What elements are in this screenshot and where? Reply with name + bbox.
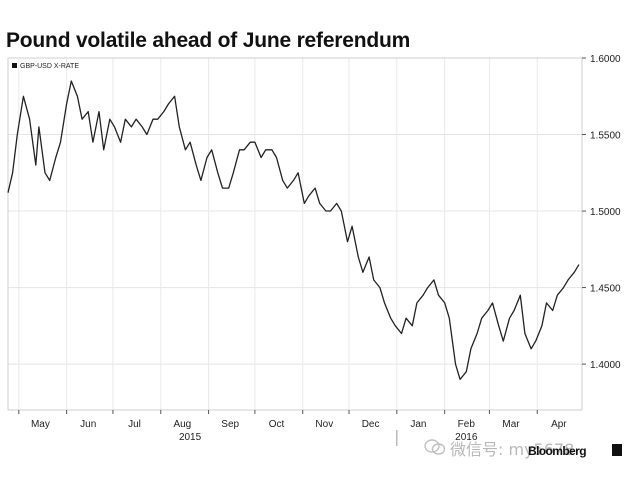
plot-frame xyxy=(7,57,583,411)
watermark-text: 微信号: my5678 xyxy=(450,440,575,459)
x-tick-label: Sep xyxy=(221,419,239,430)
x-tick-label: Aug xyxy=(173,419,191,430)
series-line xyxy=(7,80,580,381)
x-tick-label: Mar xyxy=(502,419,520,430)
chart-title: Pound volatile ahead of June referendum xyxy=(6,29,411,52)
x-tick-label: Jan xyxy=(410,419,426,430)
series-group xyxy=(7,80,580,381)
y-tick-label: 1.6000 xyxy=(590,54,621,65)
x-tick-label: Jun xyxy=(80,419,96,430)
year-label-2015: 2015 xyxy=(179,432,202,443)
wechat-icon xyxy=(424,439,446,455)
grid-lines xyxy=(8,57,582,410)
y-tick-label: 1.4500 xyxy=(590,284,621,295)
x-tick-label: Dec xyxy=(362,419,380,430)
y-tick-label: 1.4000 xyxy=(590,360,621,371)
legend-label: GBP-USD X-RATE xyxy=(20,63,79,70)
axes xyxy=(7,57,583,411)
legend: GBP-USD X-RATE xyxy=(12,63,79,70)
x-tick-label: Feb xyxy=(458,419,476,430)
legend-swatch xyxy=(12,63,17,68)
x-tick-label: Oct xyxy=(269,419,285,430)
y-tick-label: 1.5500 xyxy=(590,131,621,142)
x-tick-label: Apr xyxy=(551,419,567,430)
year-label-2016: 2016 xyxy=(455,432,478,443)
x-axis-ticks: May Jun Jul Aug Sep Oct Nov Dec Jan Feb Mar Apr 2015… xyxy=(18,410,567,446)
bloomberg-logo: Bloomberg xyxy=(528,444,587,458)
x-tick-label: Nov xyxy=(315,419,333,430)
x-tick-label: May xyxy=(31,419,50,430)
x-tick-label: Jul xyxy=(128,419,141,430)
bloomberg-mark-icon xyxy=(612,444,622,456)
y-tick-label: 1.5000 xyxy=(590,207,621,218)
y-axis-ticks: 1.6000 1.5500 1.5000 1.4500 1.4000 xyxy=(582,54,621,371)
